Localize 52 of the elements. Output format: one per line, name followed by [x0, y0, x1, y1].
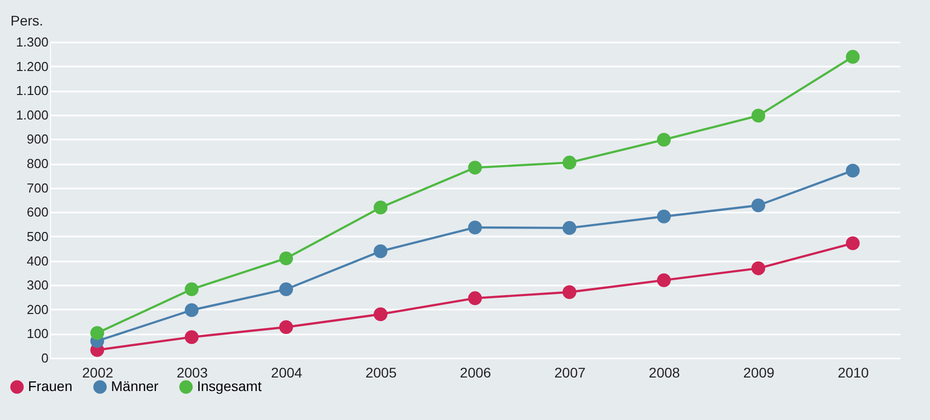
x-tick-label: 2004 [271, 364, 302, 380]
point [751, 261, 766, 276]
y-tick-label: 400 [26, 253, 48, 268]
y-tick-label: 700 [26, 180, 48, 196]
legend-label: Männer [111, 378, 159, 394]
point [468, 220, 482, 234]
x-tick-label: 2007 [554, 364, 586, 380]
point [656, 132, 671, 147]
y-tick-label: 200 [26, 302, 48, 317]
point [374, 307, 388, 322]
x-tick-label: 2003 [176, 364, 208, 380]
point [751, 198, 766, 212]
point [562, 221, 576, 235]
legend-label: Insgesamt [197, 378, 262, 394]
point [846, 236, 860, 250]
point [90, 326, 104, 340]
y-tick-label: 300 [26, 278, 48, 293]
x-tick-label: 2010 [838, 364, 870, 380]
point [184, 282, 199, 296]
y-axis-title: Pers. [10, 12, 44, 28]
point [656, 210, 671, 224]
point [279, 251, 294, 266]
point [184, 303, 199, 317]
y-tick-label: 1.200 [16, 58, 48, 74]
point [468, 291, 482, 306]
y-tick-label: 1.300 [16, 34, 48, 50]
point [562, 285, 576, 300]
point [279, 320, 294, 334]
legend-label: Frauen [28, 378, 72, 394]
point [846, 50, 860, 64]
point [279, 282, 294, 296]
x-tick-label: 2002 [82, 364, 114, 380]
point [562, 156, 576, 170]
y-tick-label: 0 [41, 350, 48, 366]
x-tick-label: 2009 [743, 364, 775, 380]
y-tick-label: 600 [26, 204, 48, 220]
y-tick-label: 900 [26, 132, 48, 147]
point [751, 108, 766, 123]
point [846, 164, 860, 178]
y-tick-label: 500 [26, 228, 48, 244]
y-tick-label: 100 [26, 326, 48, 342]
y-tick-label: 1.100 [16, 83, 48, 98]
x-tick-label: 2008 [648, 364, 680, 380]
point [468, 160, 482, 175]
x-tick-label: 2006 [460, 364, 492, 380]
point [184, 330, 199, 344]
y-tick-label: 800 [26, 156, 48, 172]
x-tick-label: 2005 [365, 364, 397, 380]
y-tick-label: 1.000 [16, 107, 48, 122]
point [374, 244, 388, 258]
point [656, 273, 671, 288]
point [374, 200, 388, 214]
